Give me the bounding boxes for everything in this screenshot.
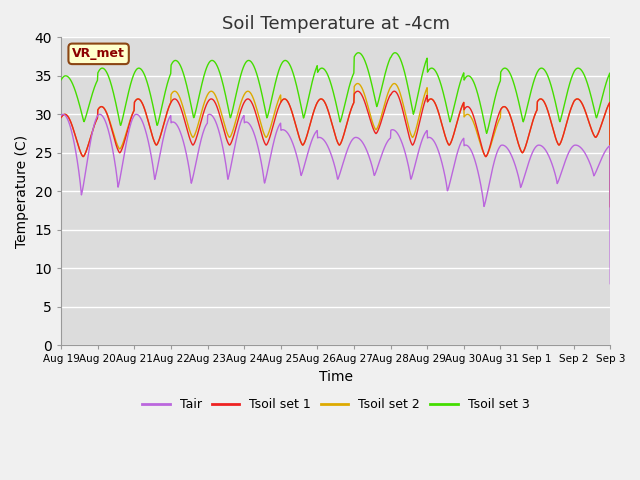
Legend: Tair, Tsoil set 1, Tsoil set 2, Tsoil set 3: Tair, Tsoil set 1, Tsoil set 2, Tsoil se… bbox=[137, 393, 534, 416]
Y-axis label: Temperature (C): Temperature (C) bbox=[15, 135, 29, 248]
Text: VR_met: VR_met bbox=[72, 48, 125, 60]
X-axis label: Time: Time bbox=[319, 370, 353, 384]
Title: Soil Temperature at -4cm: Soil Temperature at -4cm bbox=[221, 15, 450, 33]
